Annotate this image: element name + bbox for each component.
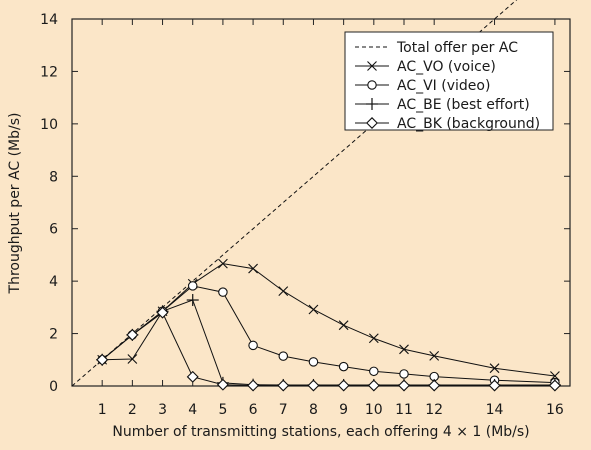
data-point-circle [278, 351, 289, 361]
x-tick-label: 10 [365, 402, 383, 418]
x-tick-label: 11 [395, 402, 413, 418]
data-point-diamond [186, 370, 199, 383]
y-tick-label: 12 [40, 64, 58, 80]
y-tick-label: 8 [49, 169, 58, 185]
y-axis-title: Throughput per AC (Mb/s) [7, 113, 23, 295]
data-point-x [338, 320, 349, 331]
x-tick-label: 12 [425, 402, 443, 418]
y-tick-label: 6 [49, 222, 58, 238]
x-tick-label: 5 [218, 402, 227, 418]
data-point-circle [399, 369, 409, 379]
x-tick-label: 8 [309, 402, 318, 418]
legend: Total offer per AC AC_VO (voice) AC_VI (vi… [344, 31, 554, 132]
legend-box [344, 31, 554, 131]
legend-label: AC_VI (video) [397, 78, 490, 94]
data-point-x [489, 363, 500, 374]
x-tick-label: 14 [486, 402, 504, 418]
data-point-diamond [126, 328, 139, 341]
data-point-x [308, 304, 319, 315]
x-tick-label: 2 [128, 402, 137, 418]
y-tick-label: 2 [49, 327, 58, 343]
data-point-circle [218, 287, 228, 297]
series-line-2 [101, 285, 555, 384]
data-point-circle [338, 361, 349, 372]
data-point-x [429, 350, 440, 361]
data-point-x [218, 258, 228, 269]
x-tick-label: 4 [188, 402, 197, 418]
legend-marker-diamond [366, 117, 378, 129]
data-point-diamond [367, 379, 380, 392]
x-tick-label: 3 [158, 402, 167, 418]
data-point-x [127, 354, 138, 364]
data-point-diamond [277, 379, 290, 392]
data-point-diamond [398, 379, 410, 392]
data-point-x [399, 344, 409, 355]
data-point-x [248, 263, 258, 274]
data-point-diamond [216, 378, 229, 391]
data-point-circle [187, 281, 198, 291]
x-tick-label: 16 [546, 402, 564, 418]
data-point-plus [186, 294, 199, 307]
x-tick-label: 9 [339, 402, 348, 418]
data-point-diamond [247, 379, 260, 392]
data-point-circle [369, 366, 379, 377]
y-axis: 0 2 4 6 8 10 12 14 [40, 12, 570, 395]
x-tick-label: 1 [98, 402, 107, 418]
y-tick-label: 14 [40, 12, 58, 28]
x-tick-label: 6 [249, 402, 258, 418]
legend-label: AC_BE (best effort) [397, 97, 530, 113]
legend-marker-plus [366, 98, 378, 110]
legend-label: Total offer per AC [396, 40, 518, 56]
data-point-x [278, 286, 289, 296]
data-point-diamond [548, 379, 561, 392]
data-point-circle [308, 357, 319, 367]
x-axis-title: Number of transmitting stations, each of… [112, 424, 529, 440]
data-point-x [368, 333, 379, 344]
data-point-diamond [156, 306, 169, 319]
data-point-diamond [337, 379, 350, 392]
y-tick-label: 10 [40, 117, 58, 133]
y-tick-label: 4 [49, 274, 58, 290]
data-point-diamond [96, 353, 109, 366]
legend-label: AC_VO (voice) [397, 59, 496, 75]
legend-marker-x [367, 61, 377, 71]
data-point-diamond [488, 379, 501, 392]
legend-marker-circle [367, 80, 377, 90]
data-point-diamond [307, 379, 320, 392]
x-tick-label: 7 [279, 402, 288, 418]
data-point-diamond [428, 379, 441, 392]
y-tick-label: 0 [49, 379, 58, 395]
marker-layer [96, 258, 561, 392]
data-point-circle [248, 340, 258, 351]
legend-label: AC_BK (background) [397, 116, 540, 132]
